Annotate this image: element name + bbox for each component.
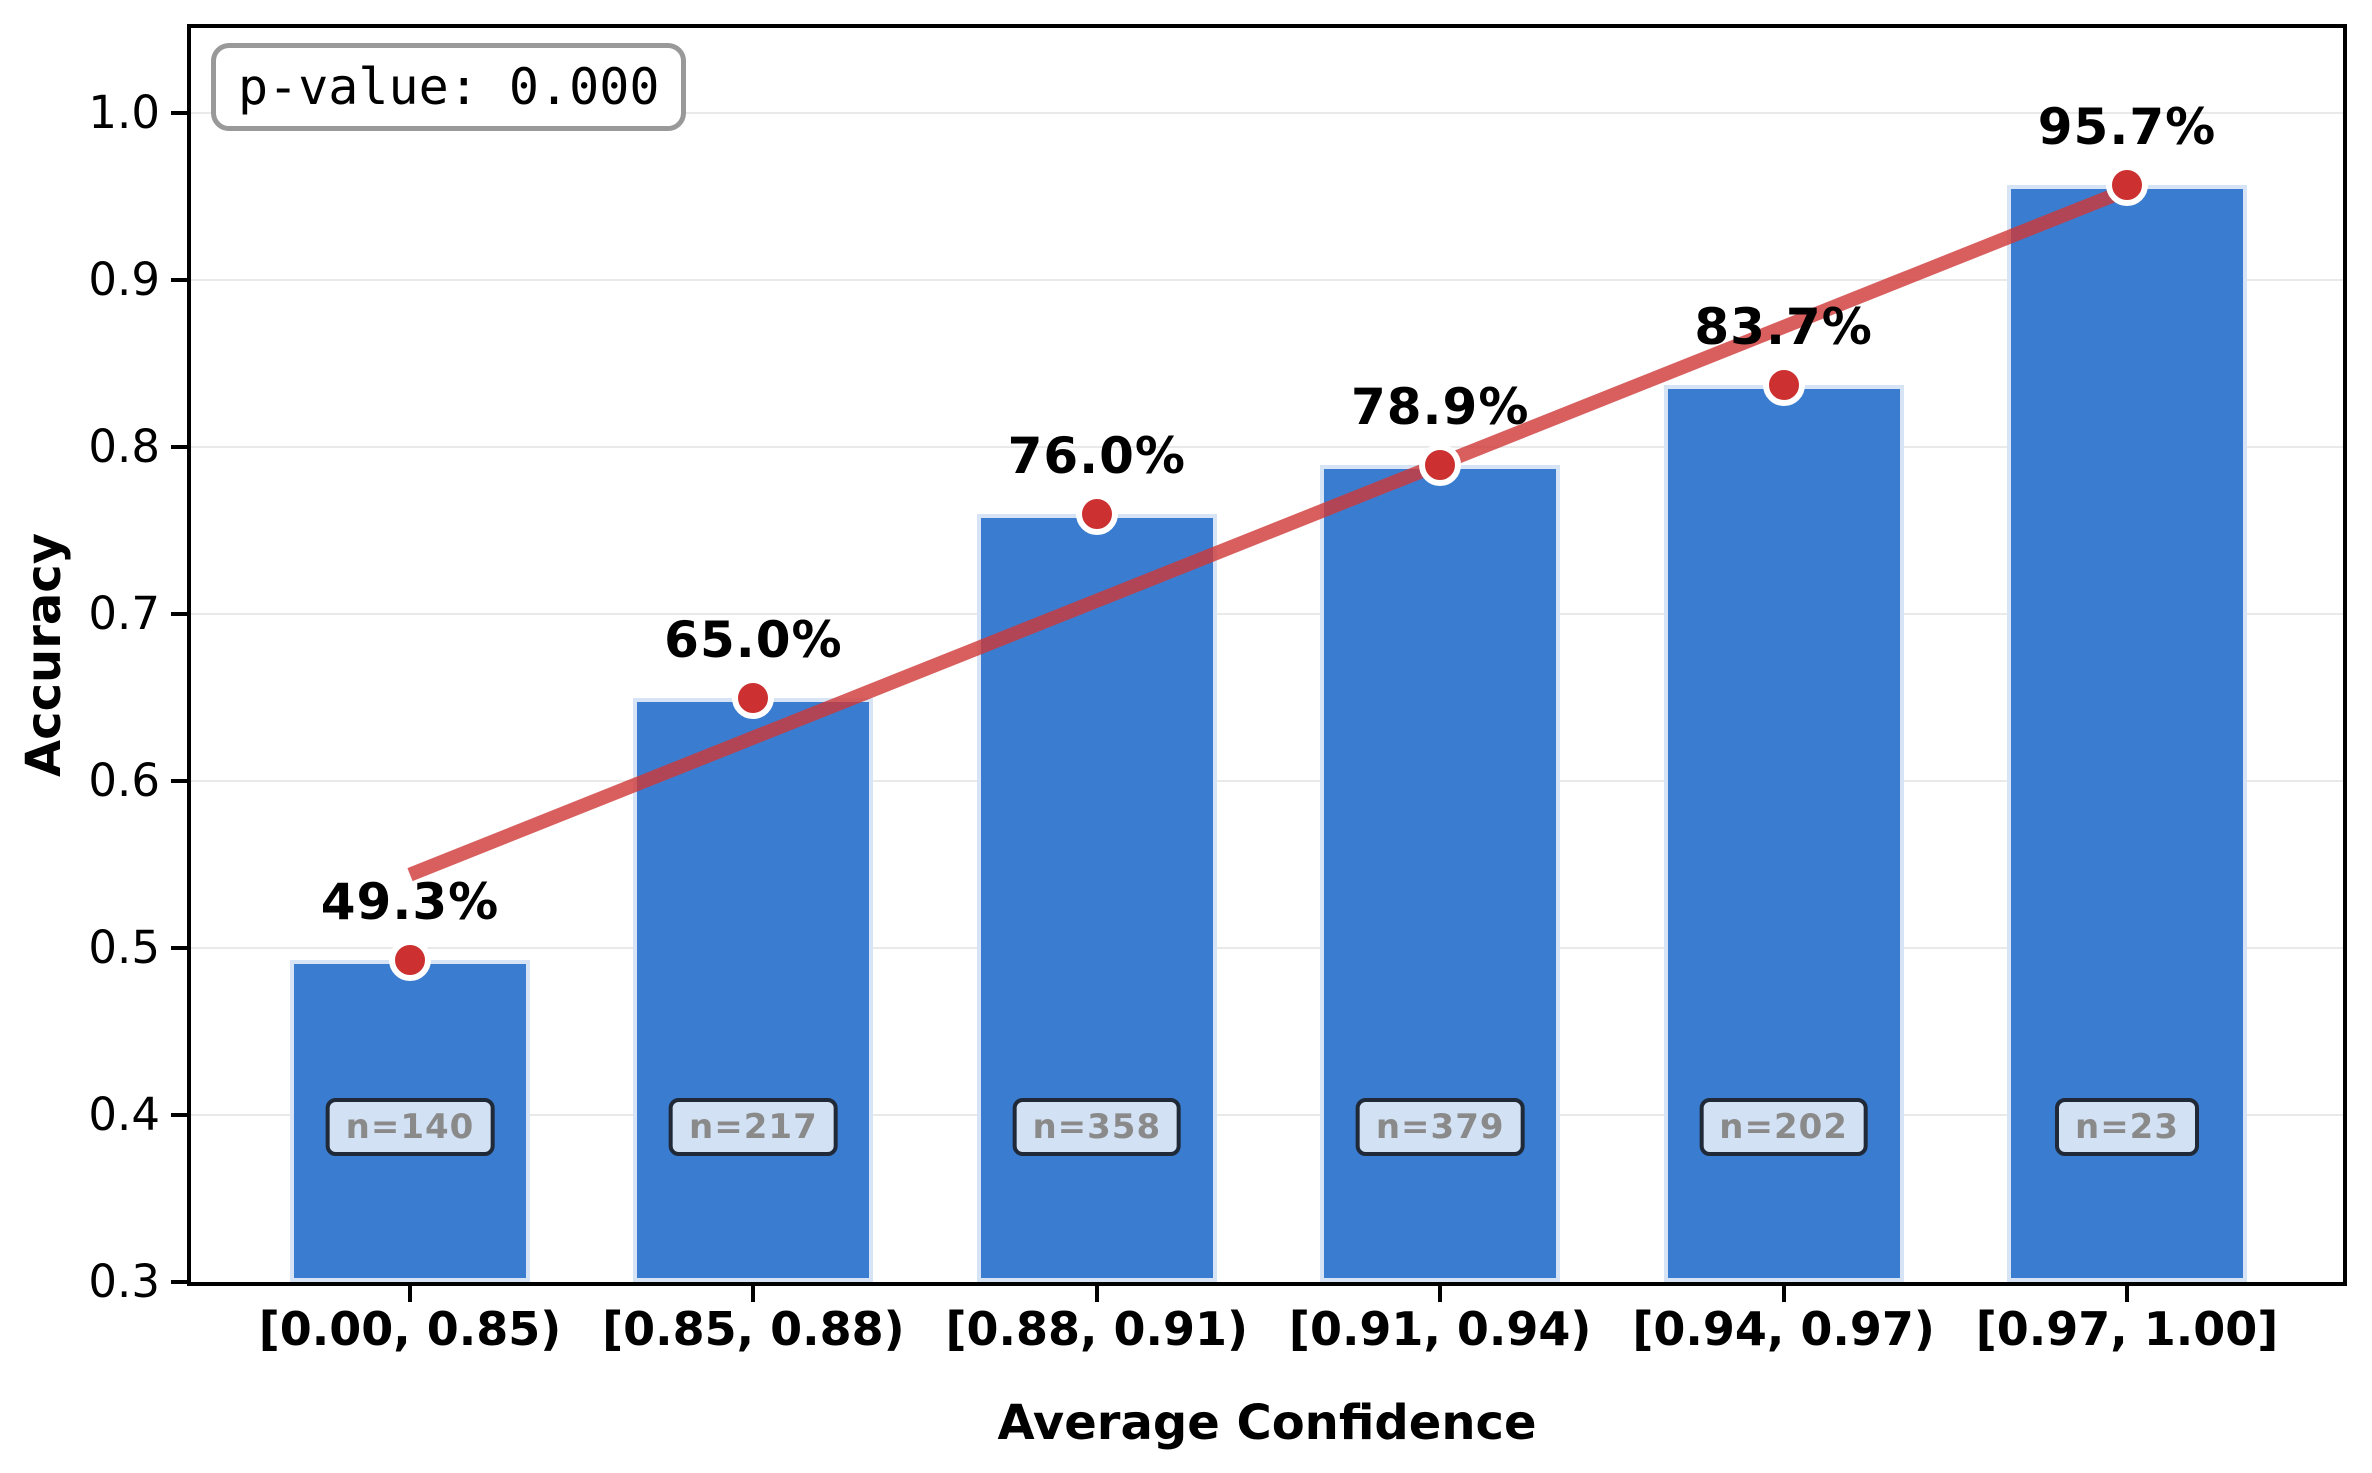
y-tick-mark (171, 278, 187, 283)
bar-value-label: 65.0% (664, 610, 843, 669)
bar-value-label: 83.7% (1694, 298, 1873, 357)
y-tick-label: 0.7 (88, 587, 160, 641)
sample-count-badge: n=379 (1355, 1098, 1525, 1156)
bar-value-label: 49.3% (320, 872, 500, 931)
y-tick-label: 1.0 (88, 86, 160, 140)
x-axis-title: Average Confidence (997, 1395, 1537, 1451)
gridline (191, 112, 2343, 115)
data-point-dot (732, 676, 775, 719)
sample-count-badge: n=217 (669, 1098, 838, 1156)
y-tick-mark (171, 946, 187, 951)
x-tick-mark (1781, 1286, 1786, 1302)
y-tick-label: 0.8 (88, 420, 160, 474)
y-tick-label: 0.6 (88, 754, 160, 808)
data-point-dot (389, 938, 431, 981)
data-point-dot (1075, 492, 1118, 535)
x-tick-label: [0.97, 1.00] (1975, 1302, 2279, 1356)
bar-value-label: 76.0% (1007, 426, 1187, 485)
y-tick-label: 0.9 (88, 253, 160, 307)
bar-value-label: 95.7% (2037, 97, 2217, 156)
x-tick-mark (408, 1286, 412, 1302)
x-tick-label: [0.91, 0.94) (1288, 1302, 1592, 1356)
data-point-dot (1419, 444, 1462, 487)
x-tick-mark (1438, 1286, 1443, 1302)
bar (976, 513, 1217, 1282)
sample-count-badge: n=23 (2054, 1098, 2200, 1156)
y-tick-mark (171, 779, 187, 784)
x-tick-mark (1094, 1286, 1099, 1302)
sample-count-badge: n=358 (1012, 1098, 1182, 1156)
y-axis-title: Accuracy (16, 532, 72, 778)
y-tick-mark (171, 1280, 187, 1284)
y-tick-mark (171, 445, 187, 450)
bar-value-label: 78.9% (1350, 378, 1530, 437)
y-tick-mark (171, 612, 187, 617)
y-tick-label: 0.5 (88, 921, 160, 975)
data-point-dot (1762, 364, 1805, 407)
gridline (191, 1114, 2343, 1117)
x-tick-label: [0.94, 0.97) (1632, 1302, 1935, 1356)
x-tick-label: [0.85, 0.88) (602, 1302, 905, 1356)
x-tick-mark (2125, 1286, 2129, 1302)
sample-count-badge: n=202 (1699, 1098, 1868, 1156)
y-tick-label: 0.4 (88, 1088, 160, 1142)
x-tick-label: [0.00, 0.85) (258, 1302, 562, 1356)
bar (633, 697, 874, 1282)
x-tick-label: [0.88, 0.91) (945, 1302, 1249, 1356)
p-value-annotation: p-value: 0.000 (211, 43, 687, 131)
y-tick-label: 0.3 (88, 1255, 160, 1308)
gridline (191, 947, 2343, 950)
y-tick-mark (171, 111, 187, 116)
y-tick-mark (171, 1113, 187, 1118)
sample-count-badge: n=140 (325, 1098, 495, 1156)
x-tick-mark (751, 1286, 756, 1302)
bar (1320, 465, 1561, 1282)
data-point-dot (2106, 163, 2148, 206)
